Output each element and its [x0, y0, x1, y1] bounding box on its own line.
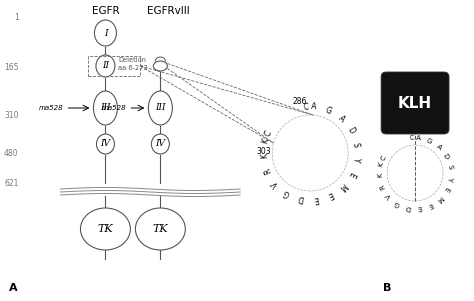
Text: 165: 165 — [4, 64, 18, 73]
Text: E: E — [443, 186, 450, 192]
Ellipse shape — [151, 134, 169, 154]
Text: 310: 310 — [4, 110, 18, 119]
Ellipse shape — [94, 20, 117, 46]
Text: II: II — [102, 61, 109, 70]
Text: R: R — [379, 183, 386, 190]
Ellipse shape — [148, 91, 173, 125]
Ellipse shape — [96, 55, 115, 77]
Ellipse shape — [81, 208, 130, 250]
Text: EGFRvIII: EGFRvIII — [147, 6, 190, 16]
Text: TK: TK — [153, 224, 168, 234]
Text: B: B — [383, 283, 392, 293]
Text: V: V — [385, 192, 392, 200]
Text: D: D — [442, 152, 449, 160]
Text: C: C — [380, 155, 387, 162]
FancyBboxPatch shape — [381, 72, 449, 134]
Text: 480: 480 — [4, 150, 18, 159]
Text: E: E — [326, 189, 334, 200]
Text: V: V — [270, 178, 281, 188]
Text: KLH: KLH — [398, 95, 432, 110]
Text: A: A — [311, 102, 317, 112]
Text: M: M — [337, 180, 348, 191]
Text: ma528: ma528 — [102, 105, 127, 111]
Bar — [89, 56, 140, 76]
Text: S: S — [351, 141, 360, 148]
Text: G: G — [282, 187, 292, 198]
Text: G: G — [426, 137, 433, 145]
Text: Deletion
aa 6-273: Deletion aa 6-273 — [118, 57, 148, 71]
Text: G: G — [393, 199, 401, 207]
Text: D: D — [405, 204, 411, 211]
Text: K: K — [260, 153, 269, 159]
Text: A: A — [416, 135, 421, 141]
Text: 303: 303 — [257, 147, 272, 156]
Text: E: E — [417, 204, 422, 211]
Text: 621: 621 — [4, 179, 18, 188]
Text: D: D — [345, 126, 356, 135]
Text: C: C — [303, 102, 309, 112]
Ellipse shape — [154, 61, 167, 71]
Ellipse shape — [96, 134, 114, 154]
Text: III: III — [155, 104, 165, 113]
Ellipse shape — [136, 208, 185, 250]
Text: I: I — [104, 29, 107, 38]
Text: E: E — [313, 194, 319, 203]
Text: M: M — [435, 194, 444, 202]
Text: K: K — [378, 161, 385, 167]
Text: IV: IV — [100, 139, 110, 148]
Text: ma528: ma528 — [39, 105, 64, 111]
Text: Y: Y — [447, 175, 453, 181]
Text: G: G — [324, 106, 333, 116]
Text: III: III — [100, 104, 110, 113]
Ellipse shape — [93, 91, 118, 125]
Text: 1: 1 — [14, 14, 18, 23]
Text: R: R — [263, 166, 273, 175]
Text: K: K — [261, 138, 271, 145]
Text: A: A — [336, 114, 346, 124]
Text: E: E — [427, 201, 434, 208]
Text: S: S — [446, 164, 453, 169]
Text: Y: Y — [351, 157, 360, 163]
Text: K: K — [377, 173, 383, 178]
Text: EGFR: EGFR — [91, 6, 119, 16]
Text: D: D — [297, 193, 305, 203]
Text: A: A — [435, 143, 442, 151]
Text: 286: 286 — [292, 97, 307, 106]
Text: TK: TK — [98, 224, 113, 234]
Text: E: E — [346, 170, 356, 178]
Text: A: A — [9, 283, 17, 293]
Text: C: C — [264, 129, 274, 138]
Text: IV: IV — [155, 139, 165, 148]
Text: C: C — [410, 135, 415, 141]
